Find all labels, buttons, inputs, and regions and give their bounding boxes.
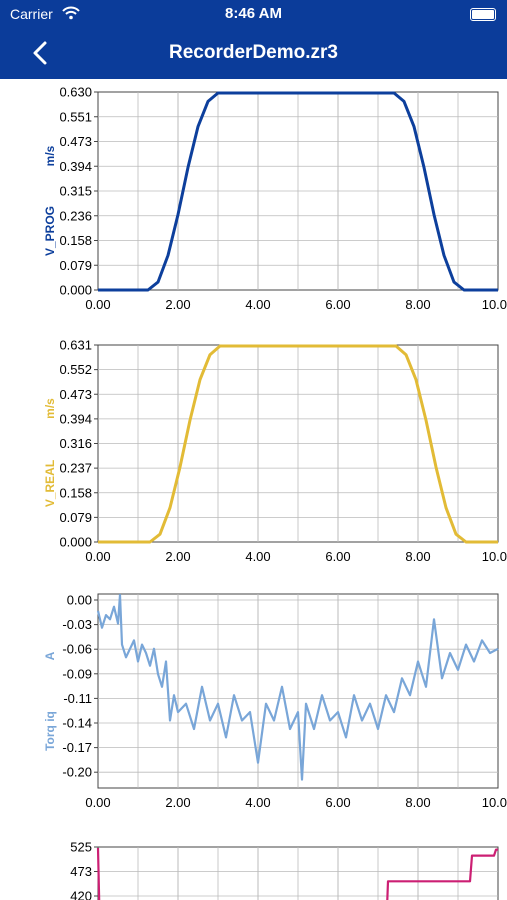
chart3-y-tick-label: -0.06 bbox=[62, 642, 92, 657]
chart2-x-tick-label: 4.00 bbox=[245, 549, 270, 564]
chart3-x-tick-label: 4.00 bbox=[245, 795, 270, 810]
chart3-y-tick-label: -0.17 bbox=[62, 740, 92, 755]
chart1-y-tick-label: 0.473 bbox=[59, 134, 92, 149]
chevron-left-icon bbox=[33, 41, 47, 65]
chart3-x-tick-label: 2.00 bbox=[165, 795, 190, 810]
charts-area[interactable]: 0.00 2.00 4.00 6.00 8.00 10.00 0.630 0.551 0.473… bbox=[0, 79, 507, 900]
chart2-y-tick-label: 0.552 bbox=[59, 362, 92, 377]
chart3-x-tick-label: 10.00 bbox=[482, 795, 507, 810]
chart2-series-line bbox=[98, 344, 498, 544]
chart1-x-tick-label: 0.00 bbox=[85, 297, 110, 312]
chart2-x-tick-label: 8.00 bbox=[405, 549, 430, 564]
carrier-label: Carrier bbox=[10, 6, 53, 22]
chart3-y-axis-label: Torq iq bbox=[43, 711, 57, 751]
chart1-y-tick-label: 0.000 bbox=[59, 283, 92, 298]
chart1-x-tick-label: 10.00 bbox=[482, 297, 507, 312]
chart2-y-tick-label: 0.631 bbox=[59, 338, 92, 353]
chart4-series-line bbox=[96, 847, 498, 900]
chart1-y-axis-unit: m/s bbox=[43, 145, 57, 166]
chart1-y-tick-label: 0.315 bbox=[59, 184, 92, 199]
chart3-y-tick-label: -0.11 bbox=[63, 691, 92, 706]
chart2-y-tick-label: 0.237 bbox=[59, 461, 92, 476]
chart3-x-tick-label: 0.00 bbox=[85, 795, 110, 810]
chart1-y-axis-label: V_PROG bbox=[43, 206, 57, 256]
chart2-y-tick-label: 0.316 bbox=[59, 436, 92, 451]
chart2-y-tick-label: 0.394 bbox=[59, 411, 92, 426]
clock: 8:46 AM bbox=[225, 5, 282, 22]
chart4-y-tick-label: 420 bbox=[70, 889, 92, 900]
chart2-y-axis-label: V_REAL bbox=[43, 460, 57, 507]
chart2-y-tick-label: 0.158 bbox=[59, 485, 92, 500]
battery-icon bbox=[470, 8, 496, 21]
chart2-y-axis-unit: m/s bbox=[43, 398, 57, 419]
chart3-x-tick-label: 8.00 bbox=[405, 795, 430, 810]
chart4-y-tick-label: 525 bbox=[70, 840, 92, 855]
chart1-y-tick-label: 0.158 bbox=[59, 233, 92, 248]
chart3-y-tick-label: -0.14 bbox=[62, 716, 92, 731]
chart1-y-tick-label: 0.630 bbox=[59, 85, 92, 100]
page-title: RecorderDemo.zr3 bbox=[169, 42, 338, 63]
wifi-icon bbox=[62, 6, 80, 25]
chart1-y-tick-label: 0.236 bbox=[59, 208, 92, 223]
chart2-x-tick-label: 6.00 bbox=[325, 549, 350, 564]
chart1-x-tick-label: 8.00 bbox=[405, 297, 430, 312]
chart4-y-tick-label: 473 bbox=[70, 864, 92, 879]
chart3-y-tick-label: -0.20 bbox=[62, 765, 92, 780]
status-bar: Carrier 8:46 AM bbox=[0, 0, 507, 28]
chart3-x-tick-label: 6.00 bbox=[325, 795, 350, 810]
chart1-y-tick-label: 0.394 bbox=[59, 159, 92, 174]
chart2-y-tick-label: 0.079 bbox=[59, 510, 92, 525]
chart2-x-tick-label: 0.00 bbox=[85, 549, 110, 564]
chart3-series-line bbox=[96, 593, 499, 781]
chart1-x-tick-label: 6.00 bbox=[325, 297, 350, 312]
chart1-x-tick-label: 4.00 bbox=[245, 297, 270, 312]
chart3-y-tick-label: 0.00 bbox=[67, 593, 92, 608]
chart2-y-tick-label: 0.473 bbox=[59, 387, 92, 402]
navigation-bar: RecorderDemo.zr3 bbox=[0, 28, 507, 79]
chart3-y-axis-unit: A bbox=[43, 651, 57, 660]
chart2-y-tick-label: 0.000 bbox=[59, 535, 92, 550]
chart3-y-tick-label: -0.09 bbox=[62, 666, 92, 681]
chart1-y-tick-label: 0.551 bbox=[59, 109, 92, 124]
chart1-series-line bbox=[98, 91, 498, 292]
chart1-y-tick-label: 0.079 bbox=[59, 258, 92, 273]
back-button[interactable] bbox=[26, 38, 56, 68]
chart1-x-tick-label: 2.00 bbox=[165, 297, 190, 312]
chart2-x-tick-label: 2.00 bbox=[165, 549, 190, 564]
chart2-x-tick-label: 10.00 bbox=[482, 549, 507, 564]
chart3-y-tick-label: -0.03 bbox=[62, 617, 92, 632]
